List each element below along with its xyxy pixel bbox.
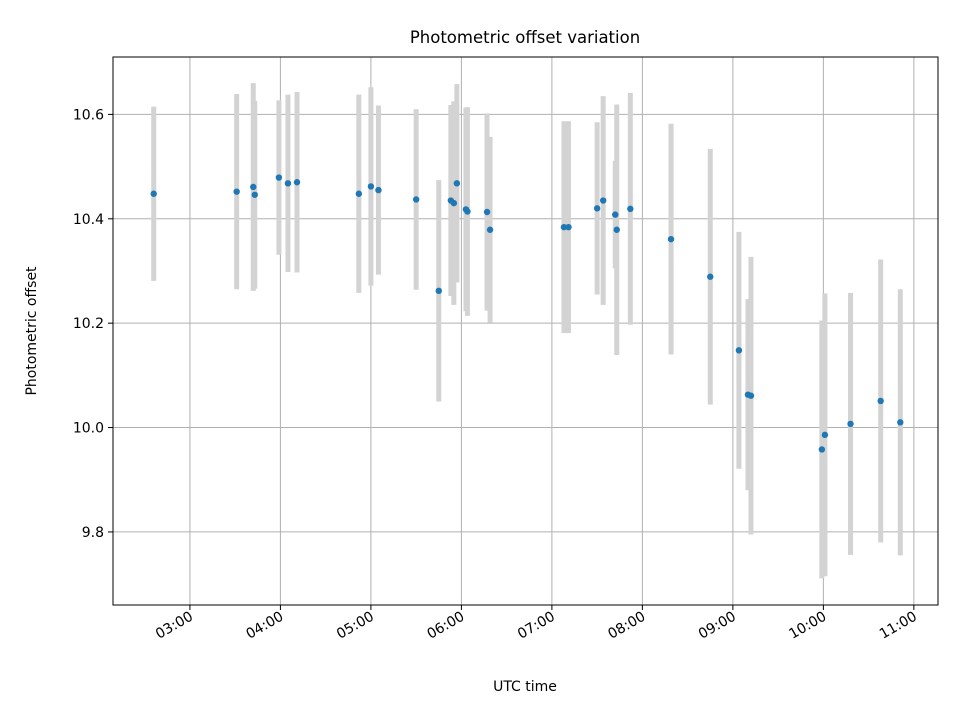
data-point <box>818 446 826 453</box>
data-point <box>464 208 471 215</box>
data-point <box>251 191 258 198</box>
chart-title: Photometric offset variation <box>410 28 640 47</box>
data-point <box>667 235 675 243</box>
y-axis-label: Photometric offset <box>24 266 40 396</box>
x-tick-label: 05:00 <box>334 609 377 643</box>
x-tick-label: 03:00 <box>153 609 196 643</box>
data-point <box>450 199 458 207</box>
data-point <box>627 205 634 213</box>
data-point <box>707 273 714 280</box>
data-point <box>847 420 854 428</box>
data-point <box>821 431 829 439</box>
data-point <box>877 397 884 405</box>
y-tick-label: 10.6 <box>73 107 104 123</box>
data-point <box>435 287 442 295</box>
x-tick-label: 08:00 <box>605 609 648 643</box>
x-tick-label: 07:00 <box>515 609 558 643</box>
data-point <box>486 226 494 233</box>
data-point <box>293 179 301 186</box>
data-point <box>250 183 257 191</box>
y-tick-label: 10.2 <box>73 316 104 332</box>
data-point <box>593 205 601 212</box>
error-bars <box>151 83 903 579</box>
data-point <box>560 223 568 231</box>
data-point <box>897 419 904 426</box>
x-axis-label: UTC time <box>493 679 557 695</box>
data-points <box>150 174 904 453</box>
axis-ticks: 03:00 04:00 05:00 06:00 07:00 08:00 09:00 10:00… <box>73 107 920 642</box>
data-point <box>612 211 619 218</box>
data-point <box>412 196 420 203</box>
data-point <box>275 174 283 181</box>
y-tick-label: 9.8 <box>82 525 104 541</box>
data-point <box>747 392 755 399</box>
y-tick-label: 10.4 <box>73 212 104 228</box>
x-tick-label: 09:00 <box>696 609 739 643</box>
data-point <box>284 180 292 187</box>
data-point <box>613 226 620 233</box>
data-point <box>233 188 240 195</box>
data-point <box>599 197 607 204</box>
data-point <box>355 190 363 197</box>
data-point <box>565 223 572 231</box>
x-tick-label: 10:00 <box>786 609 829 643</box>
x-tick-label: 06:00 <box>424 609 467 643</box>
data-point <box>367 183 375 190</box>
grid <box>113 57 938 605</box>
plot-frame <box>112 56 939 606</box>
data-point <box>735 347 743 354</box>
data-point <box>375 186 382 194</box>
x-tick-label: 11:00 <box>877 609 920 643</box>
y-tick-label: 10.0 <box>73 421 104 437</box>
data-point <box>150 190 157 197</box>
data-point <box>453 180 461 187</box>
x-tick-label: 04:00 <box>243 609 286 643</box>
data-point <box>483 208 491 216</box>
